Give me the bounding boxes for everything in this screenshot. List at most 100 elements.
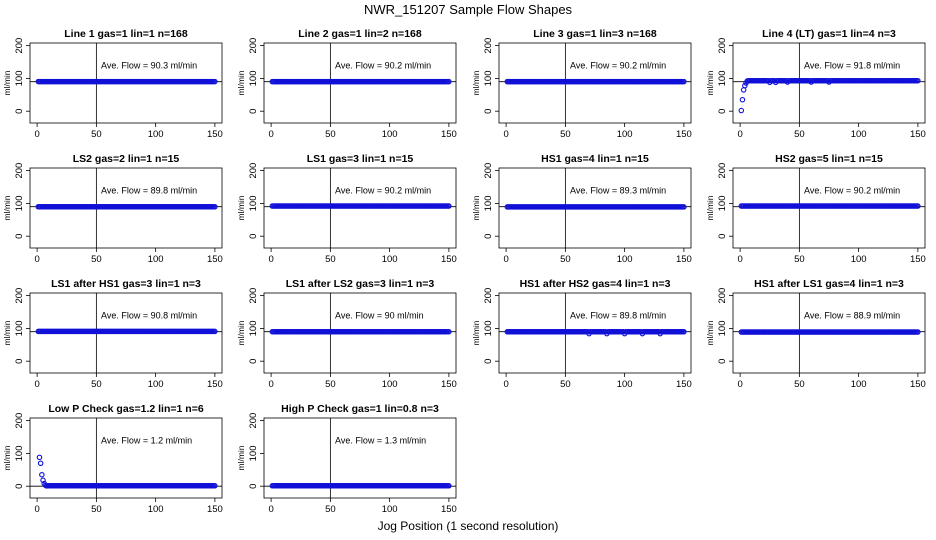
x-tick-label: 0 [737, 379, 742, 390]
x-tick-label: 100 [382, 254, 398, 265]
x-tick-label: 50 [325, 379, 336, 390]
chart-title: LS1 after LS2 gas=3 lin=1 n=3 [286, 278, 435, 290]
y-axis-label: ml/min [236, 70, 246, 95]
y-tick-label: 200 [248, 413, 259, 429]
x-tick-label: 50 [325, 254, 336, 265]
ave-flow-annotation: Ave. Flow = 90.2 ml/min [804, 186, 900, 196]
y-axis-label: ml/min [2, 445, 12, 470]
x-tick-label: 150 [207, 504, 223, 515]
x-tick-label: 0 [268, 254, 273, 265]
y-tick-label: 200 [483, 163, 494, 179]
page-title: NWR_151207 Sample Flow Shapes [363, 2, 573, 17]
plot-frame [498, 167, 692, 249]
x-tick-label: 100 [148, 254, 164, 265]
ave-flow-annotation: Ave. Flow = 90 ml/min [335, 311, 424, 321]
y-tick-label: 200 [717, 288, 728, 304]
chart-title: High P Check gas=1 lin=0.8 n=3 [281, 403, 439, 415]
ave-flow-annotation: Ave. Flow = 88.9 ml/min [804, 311, 900, 321]
y-tick-label: 0 [717, 234, 728, 239]
x-tick-label: 50 [325, 129, 336, 140]
y-tick-label: 200 [717, 38, 728, 54]
ave-flow-annotation: Ave. Flow = 89.8 ml/min [570, 311, 666, 321]
x-tick-label: 50 [325, 504, 336, 515]
data-point [37, 460, 44, 466]
data-point [681, 78, 687, 85]
x-tick-label: 0 [34, 129, 39, 140]
y-tick-label: 0 [483, 359, 494, 364]
x-tick-label: 100 [617, 379, 633, 390]
chart-panel-6: LS1 gas=3 lin=1 n=15 0 50 100 150 0 100 200 ml/m… [236, 153, 457, 265]
y-axis-label: ml/min [236, 320, 246, 345]
y-tick-label: 0 [14, 234, 25, 239]
data-point [212, 78, 218, 85]
chart-panel-1: Line 1 gas=1 lin=1 n=168 0 50 100 150 0 100 200… [2, 28, 223, 140]
data-point [915, 329, 921, 335]
x-tick-label: 150 [910, 379, 926, 390]
ave-flow-annotation: Ave. Flow = 90.3 ml/min [101, 61, 197, 71]
data-point [446, 328, 452, 335]
plot-frame [263, 167, 457, 249]
data-point [446, 78, 452, 85]
x-tick-label: 150 [441, 254, 457, 265]
x-tick-label: 150 [910, 129, 926, 140]
x-tick-label: 150 [910, 254, 926, 265]
y-tick-label: 100 [14, 445, 25, 461]
chart-title: HS1 gas=4 lin=1 n=15 [541, 153, 649, 165]
x-axis-label: Jog Position (1 second resolution) [377, 519, 559, 533]
y-tick-label: 100 [717, 195, 728, 211]
x-tick-label: 0 [34, 254, 39, 265]
x-tick-label: 0 [268, 129, 273, 140]
data-point [915, 77, 921, 84]
x-tick-label: 0 [34, 379, 39, 390]
chart-panel-8: HS2 gas=5 lin=1 n=15 0 50 100 150 0 100 200 ml/m… [705, 153, 926, 265]
x-tick-label: 0 [503, 254, 508, 265]
chart-title: LS1 after HS1 gas=3 lin=1 n=3 [51, 278, 201, 290]
chart-title: LS1 gas=3 lin=1 n=15 [307, 153, 414, 165]
ave-flow-annotation: Ave. Flow = 91.8 ml/min [804, 61, 900, 71]
data-point [39, 471, 45, 478]
y-tick-label: 100 [717, 320, 728, 336]
y-tick-label: 100 [248, 195, 259, 211]
y-tick-label: 0 [717, 109, 728, 114]
y-axis-label: ml/min [2, 195, 12, 220]
x-tick-label: 50 [91, 504, 102, 515]
chart-title: HS1 after HS2 gas=4 lin=1 n=3 [520, 278, 671, 290]
x-tick-label: 0 [268, 504, 273, 515]
y-axis-label: ml/min [236, 445, 246, 470]
x-tick-label: 50 [560, 254, 571, 265]
ave-flow-annotation: Ave. Flow = 1.3 ml/min [335, 436, 426, 446]
x-tick-label: 150 [441, 129, 457, 140]
y-tick-label: 0 [248, 234, 259, 239]
y-tick-label: 200 [483, 38, 494, 54]
chart-panel-14: High P Check gas=1 lin=0.8 n=3 0 50 100 150 0… [236, 403, 457, 515]
y-axis-label: ml/min [705, 70, 715, 95]
y-tick-label: 0 [14, 484, 25, 489]
chart-panel-5: LS2 gas=2 lin=1 n=15 0 50 100 150 0 100 200 ml/m… [2, 153, 223, 265]
plot-frame [29, 417, 223, 499]
x-tick-label: 150 [676, 129, 692, 140]
x-tick-label: 0 [503, 129, 508, 140]
y-tick-label: 200 [14, 38, 25, 54]
plot-frame [732, 167, 926, 249]
plot-frame [732, 42, 926, 124]
x-tick-label: 150 [207, 379, 223, 390]
x-tick-label: 0 [737, 254, 742, 265]
plot-frame [29, 167, 223, 249]
y-tick-label: 100 [248, 320, 259, 336]
ave-flow-annotation: Ave. Flow = 90.8 ml/min [101, 311, 197, 321]
x-tick-label: 100 [148, 379, 164, 390]
data-point [446, 483, 452, 489]
plot-frame [29, 42, 223, 124]
data-point [40, 477, 46, 484]
x-tick-label: 50 [794, 129, 805, 140]
x-tick-label: 150 [676, 254, 692, 265]
x-tick-label: 0 [34, 504, 39, 515]
x-tick-label: 100 [148, 504, 164, 515]
plot-frame [732, 292, 926, 374]
data-point [212, 483, 218, 489]
y-tick-label: 100 [483, 70, 494, 86]
y-tick-label: 0 [248, 484, 259, 489]
chart-title: HS2 gas=5 lin=1 n=15 [775, 153, 883, 165]
x-tick-label: 150 [441, 504, 457, 515]
y-tick-label: 200 [248, 288, 259, 304]
